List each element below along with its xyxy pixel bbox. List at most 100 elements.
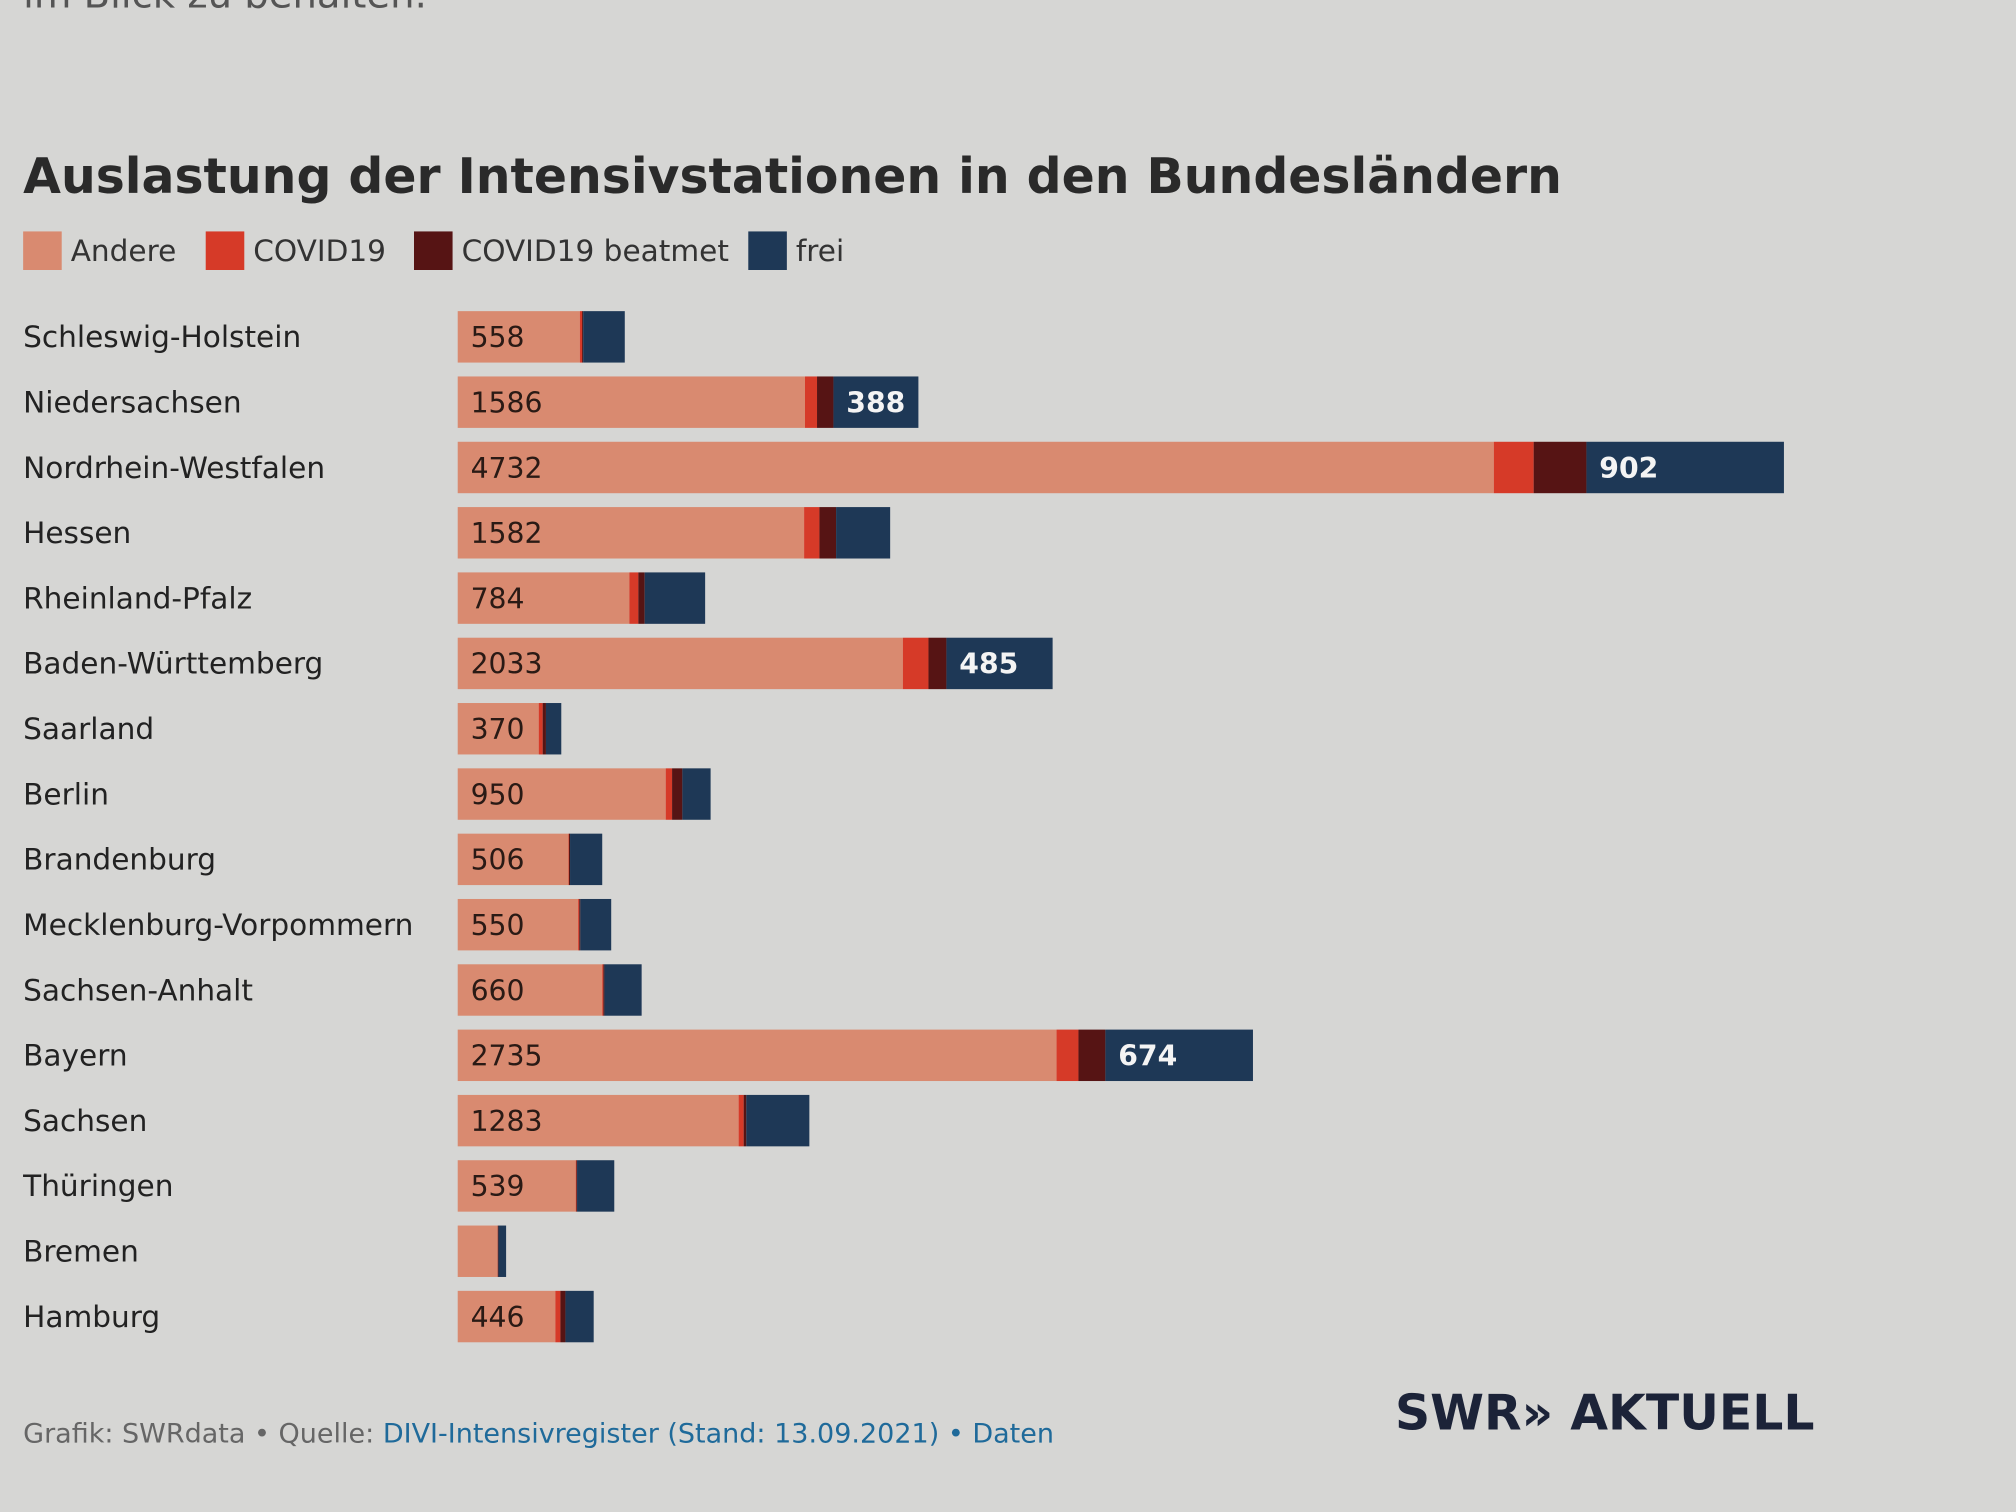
data-link[interactable]: Daten (972, 1419, 1054, 1450)
legend-swatch-1 (205, 231, 245, 270)
legend-label-3: frei (796, 234, 844, 268)
state-label: Brandenburg (23, 843, 216, 877)
bar-segment-covid19 (575, 1160, 577, 1212)
bar-segment-andere (457, 441, 1494, 494)
bar-segment-frei (604, 964, 642, 1016)
value-label-andere: 1283 (471, 1105, 543, 1138)
bar-segment-frei (644, 572, 706, 624)
bar-segment-covid19-beatmet (582, 311, 584, 363)
bar-segment-andere (457, 768, 666, 820)
bar-segment-frei (565, 1290, 594, 1343)
bar-segment-covid19 (902, 637, 929, 690)
bar-segment-frei (1586, 441, 1784, 494)
bar-segment-frei (583, 311, 625, 363)
bar-segment-frei (577, 1160, 615, 1212)
state-label: Baden-Württemberg (23, 647, 323, 681)
footer-separator: • (939, 1419, 972, 1450)
legend: Andere COVID19 COVID19 beatmet frei (23, 231, 844, 270)
bar-segment-covid19-beatmet (1078, 1029, 1106, 1082)
value-label-andere: 558 (471, 321, 525, 354)
bar-segment-andere (457, 898, 579, 951)
bar-segment-covid19-beatmet (576, 1160, 578, 1212)
bar-segment-andere (457, 703, 539, 755)
bar-segment-covid19-beatmet (819, 507, 837, 559)
bar-segment-covid19 (538, 703, 543, 755)
value-label-andere: 550 (471, 909, 525, 942)
bar-segment-frei (1105, 1029, 1253, 1082)
state-label: Sachsen (23, 1104, 147, 1138)
bar-segment-covid19 (602, 964, 604, 1016)
state-label: Hamburg (23, 1300, 160, 1334)
bar-segment-covid19-beatmet (542, 703, 546, 755)
footer-credit: Grafik: SWRdata • Quelle: (23, 1419, 383, 1450)
value-label-andere: 446 (471, 1301, 525, 1334)
bar-segment-covid19-beatmet (579, 898, 581, 951)
state-label: Rheinland-Pfalz (23, 581, 252, 615)
value-label-andere: 1582 (471, 517, 543, 550)
bar-segment-covid19 (579, 311, 583, 363)
bar-segment-andere (457, 1290, 556, 1343)
bar-segment-frei (836, 507, 891, 559)
bar-segment-covid19-beatmet (638, 572, 645, 624)
bar-segment-covid19 (555, 1290, 561, 1343)
value-label-andere: 950 (471, 778, 525, 811)
state-label: Saarland (23, 712, 154, 746)
bar-segment-andere (457, 1225, 498, 1277)
value-label-andere: 2033 (471, 648, 543, 681)
state-label: Nordrhein-Westfalen (23, 451, 325, 485)
value-label-andere: 506 (471, 844, 525, 877)
bars: Schleswig-Holstein 558 Niedersachsen 1586 38… (22, 311, 1784, 1343)
value-label-andere: 4732 (471, 452, 543, 485)
bar-segment-covid19-beatmet (672, 768, 683, 820)
value-label-andere: 1586 (471, 386, 543, 419)
value-label-frei: 388 (846, 386, 905, 419)
intro-text: im Blick zu behalten. (23, 0, 427, 18)
state-label: Schleswig-Holstein (23, 320, 301, 354)
bar-segment-frei (946, 637, 1053, 690)
value-label-andere: 660 (471, 974, 525, 1007)
bar-segment-covid19 (578, 898, 580, 951)
bar-segment-covid19-beatmet (568, 833, 571, 886)
bar-segment-covid19-beatmet (743, 1094, 747, 1147)
bar-segment-covid19 (629, 572, 639, 624)
bar-segment-andere (457, 311, 580, 363)
bar-segment-andere (457, 833, 569, 886)
bar-segment-frei (746, 1094, 810, 1147)
footer: Grafik: SWRdata • Quelle: DIVI-Intensivr… (23, 1419, 1054, 1450)
state-label: Sachsen-Anhalt (23, 973, 253, 1007)
state-label: Hessen (23, 516, 131, 550)
value-label-andere: 2735 (471, 1040, 543, 1073)
bar-segment-covid19-beatmet (497, 1225, 499, 1277)
value-label-andere: 539 (471, 1170, 525, 1203)
bar-segment-covid19 (738, 1094, 744, 1147)
legend-label-2: COVID19 beatmet (462, 234, 729, 268)
bar-segment-andere (457, 964, 603, 1016)
bar-segment-andere (457, 637, 903, 690)
swr-aktuell-logo: SWR» AKTUELL (1395, 1385, 1814, 1442)
legend-label-0: Andere (71, 234, 177, 268)
bar-segment-frei (580, 898, 612, 951)
bar-segment-andere (457, 1094, 739, 1147)
legend-swatch-2 (414, 231, 453, 270)
bar-segment-frei (682, 768, 711, 820)
bar-segment-covid19-beatmet (928, 637, 947, 690)
state-label: Berlin (23, 777, 109, 811)
bar-segment-frei (570, 833, 603, 886)
bar-segment-andere (457, 507, 805, 559)
value-label-andere: 784 (471, 582, 525, 615)
state-label: Bayern (23, 1039, 127, 1073)
value-label-frei: 902 (1599, 452, 1658, 485)
value-label-andere: 370 (471, 713, 525, 746)
value-label-frei: 674 (1118, 1040, 1177, 1073)
bar-segment-covid19 (804, 376, 818, 428)
bar-segment-frei (498, 1225, 507, 1277)
state-label: Thüringen (22, 1169, 173, 1203)
value-label-frei: 485 (959, 648, 1018, 681)
bar-segment-covid19-beatmet (560, 1290, 566, 1343)
bar-segment-covid19-beatmet (603, 964, 605, 1016)
bar-segment-andere (457, 1160, 576, 1212)
bar-segment-andere (457, 1029, 1057, 1082)
chart-title: Auslastung der Intensivstationen in den … (23, 148, 1562, 205)
source-link[interactable]: DIVI-Intensivregister (Stand: 13.09.2021… (383, 1419, 939, 1450)
